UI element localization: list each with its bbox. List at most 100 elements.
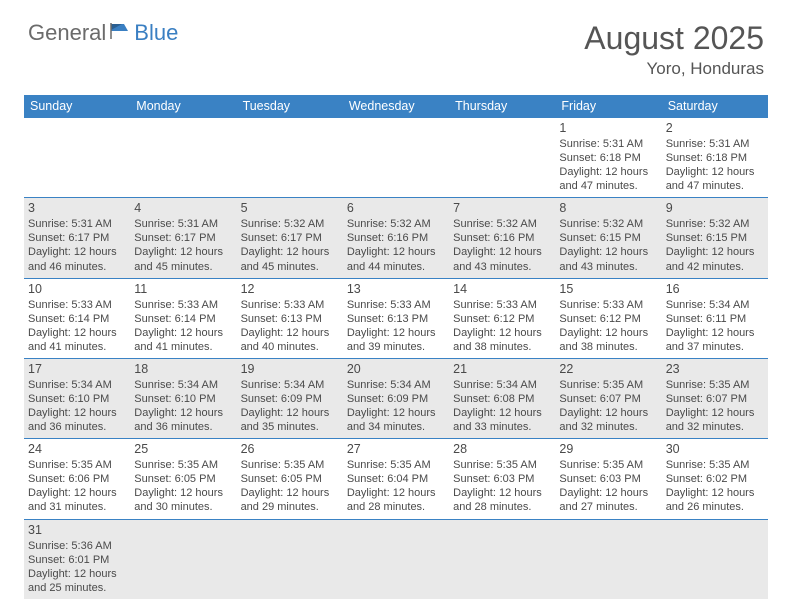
sunset-text: Sunset: 6:03 PM: [453, 472, 551, 486]
sunset-text: Sunset: 6:14 PM: [28, 312, 126, 326]
day-number: 21: [453, 361, 551, 377]
daylight-text: and 41 minutes.: [28, 340, 126, 354]
calendar-cell: 26Sunrise: 5:35 AMSunset: 6:05 PMDayligh…: [237, 439, 343, 519]
calendar-cell: 28Sunrise: 5:35 AMSunset: 6:03 PMDayligh…: [449, 439, 555, 519]
daylight-text: Daylight: 12 hours: [666, 406, 764, 420]
calendar-cell: 21Sunrise: 5:34 AMSunset: 6:08 PMDayligh…: [449, 358, 555, 438]
sunrise-text: Sunrise: 5:31 AM: [666, 137, 764, 151]
location-label: Yoro, Honduras: [584, 59, 764, 79]
sunset-text: Sunset: 6:15 PM: [559, 231, 657, 245]
sunrise-text: Sunrise: 5:31 AM: [28, 217, 126, 231]
daylight-text: Daylight: 12 hours: [28, 245, 126, 259]
calendar-cell: 8Sunrise: 5:32 AMSunset: 6:15 PMDaylight…: [555, 198, 661, 278]
day-number: 10: [28, 281, 126, 297]
calendar-cell: [130, 519, 236, 599]
sunset-text: Sunset: 6:07 PM: [559, 392, 657, 406]
sunrise-text: Sunrise: 5:34 AM: [28, 378, 126, 392]
sunrise-text: Sunrise: 5:32 AM: [453, 217, 551, 231]
calendar-cell: 7Sunrise: 5:32 AMSunset: 6:16 PMDaylight…: [449, 198, 555, 278]
calendar-cell: 31Sunrise: 5:36 AMSunset: 6:01 PMDayligh…: [24, 519, 130, 599]
day-number: 5: [241, 200, 339, 216]
calendar-cell: 24Sunrise: 5:35 AMSunset: 6:06 PMDayligh…: [24, 439, 130, 519]
sunset-text: Sunset: 6:10 PM: [28, 392, 126, 406]
day-number: 28: [453, 441, 551, 457]
daylight-text: and 43 minutes.: [453, 260, 551, 274]
calendar-cell: 5Sunrise: 5:32 AMSunset: 6:17 PMDaylight…: [237, 198, 343, 278]
day-number: 30: [666, 441, 764, 457]
calendar-cell: 10Sunrise: 5:33 AMSunset: 6:14 PMDayligh…: [24, 278, 130, 358]
daylight-text: Daylight: 12 hours: [28, 326, 126, 340]
day-number: 1: [559, 120, 657, 136]
daylight-text: and 38 minutes.: [453, 340, 551, 354]
calendar-cell: [555, 519, 661, 599]
daylight-text: Daylight: 12 hours: [241, 326, 339, 340]
calendar-cell: 11Sunrise: 5:33 AMSunset: 6:14 PMDayligh…: [130, 278, 236, 358]
sunrise-text: Sunrise: 5:35 AM: [28, 458, 126, 472]
daylight-text: Daylight: 12 hours: [28, 567, 126, 581]
daylight-text: Daylight: 12 hours: [134, 245, 232, 259]
sunset-text: Sunset: 6:15 PM: [666, 231, 764, 245]
calendar-cell: 18Sunrise: 5:34 AMSunset: 6:10 PMDayligh…: [130, 358, 236, 438]
sunrise-text: Sunrise: 5:33 AM: [28, 298, 126, 312]
daylight-text: and 46 minutes.: [28, 260, 126, 274]
sunset-text: Sunset: 6:13 PM: [347, 312, 445, 326]
calendar-cell: 30Sunrise: 5:35 AMSunset: 6:02 PMDayligh…: [662, 439, 768, 519]
day-number: 14: [453, 281, 551, 297]
sunrise-text: Sunrise: 5:32 AM: [347, 217, 445, 231]
daylight-text: and 36 minutes.: [134, 420, 232, 434]
sunset-text: Sunset: 6:03 PM: [559, 472, 657, 486]
sunset-text: Sunset: 6:17 PM: [134, 231, 232, 245]
calendar-week: 10Sunrise: 5:33 AMSunset: 6:14 PMDayligh…: [24, 278, 768, 358]
calendar-week: 1 Sunrise: 5:31 AM Sunset: 6:18 PM Daylight…: [24, 118, 768, 198]
day-number: 2: [666, 120, 764, 136]
calendar-cell: [449, 519, 555, 599]
calendar-cell: 19Sunrise: 5:34 AMSunset: 6:09 PMDayligh…: [237, 358, 343, 438]
day-number: 24: [28, 441, 126, 457]
daylight-text: and 41 minutes.: [134, 340, 232, 354]
daylight-text: and 25 minutes.: [28, 581, 126, 595]
sunrise-text: Sunrise: 5:33 AM: [134, 298, 232, 312]
sunset-text: Sunset: 6:01 PM: [28, 553, 126, 567]
daylight-text: Daylight: 12 hours: [134, 326, 232, 340]
sunset-text: Sunset: 6:13 PM: [241, 312, 339, 326]
sunrise-text: Sunrise: 5:36 AM: [28, 539, 126, 553]
sunrise-text: Sunrise: 5:32 AM: [666, 217, 764, 231]
daylight-text: Daylight: 12 hours: [134, 406, 232, 420]
daylight-text: Daylight: 12 hours: [666, 165, 764, 179]
daylight-text: and 32 minutes.: [666, 420, 764, 434]
day-number: 4: [134, 200, 232, 216]
calendar-cell: 25Sunrise: 5:35 AMSunset: 6:05 PMDayligh…: [130, 439, 236, 519]
calendar-cell: 15Sunrise: 5:33 AMSunset: 6:12 PMDayligh…: [555, 278, 661, 358]
day-header: Wednesday: [343, 95, 449, 118]
sunset-text: Sunset: 6:14 PM: [134, 312, 232, 326]
day-header: Saturday: [662, 95, 768, 118]
sunset-text: Sunset: 6:12 PM: [453, 312, 551, 326]
day-header: Monday: [130, 95, 236, 118]
calendar-week: 3Sunrise: 5:31 AMSunset: 6:17 PMDaylight…: [24, 198, 768, 278]
day-number: 12: [241, 281, 339, 297]
sunrise-text: Sunrise: 5:34 AM: [241, 378, 339, 392]
calendar-cell: 14Sunrise: 5:33 AMSunset: 6:12 PMDayligh…: [449, 278, 555, 358]
daylight-text: Daylight: 12 hours: [347, 406, 445, 420]
day-number: 3: [28, 200, 126, 216]
day-header: Tuesday: [237, 95, 343, 118]
sunset-text: Sunset: 6:06 PM: [28, 472, 126, 486]
daylight-text: Daylight: 12 hours: [559, 245, 657, 259]
logo-text-blue: Blue: [134, 20, 178, 46]
sunrise-text: Sunrise: 5:31 AM: [134, 217, 232, 231]
sunrise-text: Sunrise: 5:32 AM: [559, 217, 657, 231]
calendar-cell: [130, 118, 236, 198]
calendar-cell: [343, 118, 449, 198]
month-title: August 2025: [584, 20, 764, 57]
daylight-text: and 45 minutes.: [134, 260, 232, 274]
sunset-text: Sunset: 6:16 PM: [347, 231, 445, 245]
sunset-text: Sunset: 6:04 PM: [347, 472, 445, 486]
daylight-text: and 43 minutes.: [559, 260, 657, 274]
sunset-text: Sunset: 6:11 PM: [666, 312, 764, 326]
calendar-cell: 23Sunrise: 5:35 AMSunset: 6:07 PMDayligh…: [662, 358, 768, 438]
sunset-text: Sunset: 6:18 PM: [559, 151, 657, 165]
day-number: 15: [559, 281, 657, 297]
calendar-cell: [449, 118, 555, 198]
sunset-text: Sunset: 6:08 PM: [453, 392, 551, 406]
logo: General Blue: [28, 20, 178, 46]
